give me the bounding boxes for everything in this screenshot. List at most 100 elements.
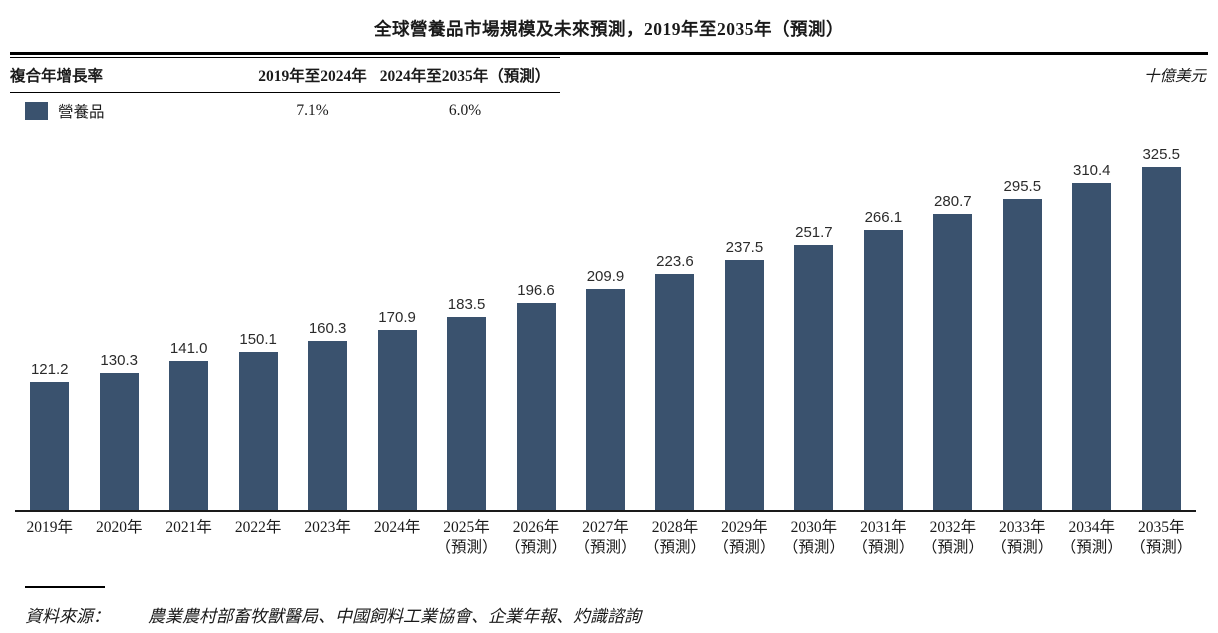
bar-2022年 <box>238 352 278 510</box>
bar-2026年 <box>516 303 556 510</box>
x-axis-year: 2022年 <box>234 519 282 536</box>
bar-2020年 <box>99 373 139 510</box>
x-axis-year: 2035年 <box>1137 519 1185 536</box>
bar-value-label: 170.9 <box>378 309 416 326</box>
x-axis-year: 2023年 <box>304 519 351 536</box>
bar-2034年 <box>1072 183 1112 510</box>
bar-value-label: 223.6 <box>656 253 694 270</box>
bar-column: 209.9 <box>571 268 640 510</box>
bar-chart: 121.2 130.3 141.0 150.1 160.3 170.9 183.5 196.6… <box>15 132 1196 558</box>
bar-value-label: 183.5 <box>447 296 486 313</box>
source-label: 資料來源： <box>25 606 110 626</box>
bar-2023年 <box>308 341 348 510</box>
x-axis-year: 2025年 <box>443 519 490 536</box>
bar-2024年 <box>377 330 417 510</box>
x-axis-year: 2033年 <box>999 519 1046 536</box>
x-axis-label: 2020年 <box>84 518 153 558</box>
bar-column: 183.5 <box>432 296 501 510</box>
bar-column: 150.1 <box>223 331 292 510</box>
bar-value-label: 251.7 <box>795 224 833 241</box>
bar-column: 121.2 <box>15 361 84 510</box>
x-axis-year: 2030年 <box>790 519 838 536</box>
bar-column: 325.5 <box>1127 146 1196 510</box>
x-axis-year: 2029年 <box>721 519 768 536</box>
bar-value-label: 280.7 <box>934 193 972 210</box>
bar-column: 170.9 <box>362 309 431 510</box>
x-axis-label: 2029年 （預測） <box>710 518 779 558</box>
x-axis-label: 2030年 （預測） <box>779 518 848 558</box>
bar-value-label: 160.3 <box>308 320 347 337</box>
bar-value-label: 209.9 <box>586 268 625 285</box>
source-row: 資料來源： 農業農村部畜牧獸醫局、中國飼料工業協會、企業年報、灼識諮詢 <box>25 602 1218 627</box>
x-axis-year: 2019年 <box>26 519 73 536</box>
bar-2028年 <box>655 274 695 510</box>
bar-2030年 <box>794 245 834 510</box>
x-axis-year: 2026年 <box>512 519 560 536</box>
bar-2021年 <box>169 361 209 510</box>
cagr-table: 複合年增長率 2019年至2024年 2024年至2035年（預測） 營養品 7… <box>10 52 560 124</box>
source-text: 農業農村部畜牧獸醫局、中國飼料工業協會、企業年報、灼識諮詢 <box>148 606 641 626</box>
x-axis-label: 2034年 （預測） <box>1057 518 1126 558</box>
bar-value-label: 141.0 <box>169 340 208 357</box>
x-axis-forecast-note: （預測） <box>435 539 498 556</box>
x-axis-forecast-note: （預測） <box>505 539 568 556</box>
bar-2029年 <box>724 260 764 510</box>
legend-item: 營養品 <box>10 100 255 122</box>
bar-column: 251.7 <box>779 224 848 510</box>
x-axis-year: 2024年 <box>373 519 421 536</box>
x-axis-forecast-note: （預測） <box>921 539 984 556</box>
source-divider-rule <box>25 586 105 588</box>
bar-value-label: 121.2 <box>30 361 69 378</box>
x-axis-year: 2021年 <box>165 519 212 536</box>
x-axis-label: 2026年 （預測） <box>501 518 570 558</box>
x-axis-forecast-note: （預測） <box>1130 539 1193 556</box>
bar-column: 196.6 <box>501 282 570 510</box>
bar-column: 310.4 <box>1057 162 1126 510</box>
x-axis-label: 2028年 （預測） <box>640 518 709 558</box>
chart-title: 全球營養品市場規模及未來預測，2019年至2035年（預測） <box>374 19 844 39</box>
x-axis-year: 2034年 <box>1068 519 1116 536</box>
bar-column: 160.3 <box>293 320 362 510</box>
x-axis-forecast-note: （預測） <box>1060 539 1123 556</box>
x-axis-label: 2023年 <box>293 518 362 558</box>
bar-2033年 <box>1002 199 1042 510</box>
bar-column: 130.3 <box>84 352 153 510</box>
x-axis-label: 2035年 （預測） <box>1127 518 1196 558</box>
cagr-period2-header: 2024年至2035年（預測） <box>379 68 551 85</box>
bar-2019年 <box>30 382 70 510</box>
bar-value-label: 130.3 <box>100 352 138 369</box>
x-axis-forecast-note: （預測） <box>574 539 637 556</box>
x-axis-forecast-note: （預測） <box>782 539 845 556</box>
x-axis-forecast-note: （預測） <box>852 539 915 556</box>
x-axis-year: 2020年 <box>95 519 143 536</box>
x-axis-label: 2027年 （預測） <box>571 518 640 558</box>
x-axis-year: 2028年 <box>651 519 699 536</box>
top-rule <box>10 52 1208 55</box>
bar-column: 266.1 <box>849 209 918 510</box>
table-double-rule <box>10 56 560 58</box>
x-axis-label: 2033年 （預測） <box>988 518 1057 558</box>
bar-2035年 <box>1141 167 1181 510</box>
x-axis-label: 2024年 <box>362 518 431 558</box>
bar-column: 295.5 <box>988 178 1057 510</box>
bar-2025年 <box>447 317 487 510</box>
x-axis-forecast-note: （預測） <box>713 539 776 556</box>
header-block: 十億美元 複合年增長率 2019年至2024年 2024年至2035年（預測） … <box>10 52 1208 124</box>
bar-value-label: 295.5 <box>1003 178 1042 195</box>
x-axis-label: 2025年 （預測） <box>432 518 501 558</box>
bar-value-label: 237.5 <box>725 239 764 256</box>
x-axis-year: 2027年 <box>582 519 629 536</box>
bar-value-label: 196.6 <box>517 282 555 299</box>
cagr-header-row: 複合年增長率 2019年至2024年 2024年至2035年（預測） <box>10 60 560 93</box>
x-axis-label: 2019年 <box>15 518 84 558</box>
legend-label: 營養品 <box>58 104 105 121</box>
legend-color-swatch <box>25 102 48 120</box>
bar-column: 280.7 <box>918 193 987 510</box>
cagr-period1-value: 7.1% <box>296 102 329 119</box>
x-axis-forecast-note: （預測） <box>643 539 706 556</box>
bar-value-label: 325.5 <box>1142 146 1180 163</box>
x-axis-label: 2031年 （預測） <box>849 518 918 558</box>
unit-label: 十億美元 <box>1143 68 1206 85</box>
bar-column: 237.5 <box>710 239 779 510</box>
footer: 資料來源： 農業農村部畜牧獸醫局、中國飼料工業協會、企業年報、灼識諮詢 <box>25 586 1218 627</box>
